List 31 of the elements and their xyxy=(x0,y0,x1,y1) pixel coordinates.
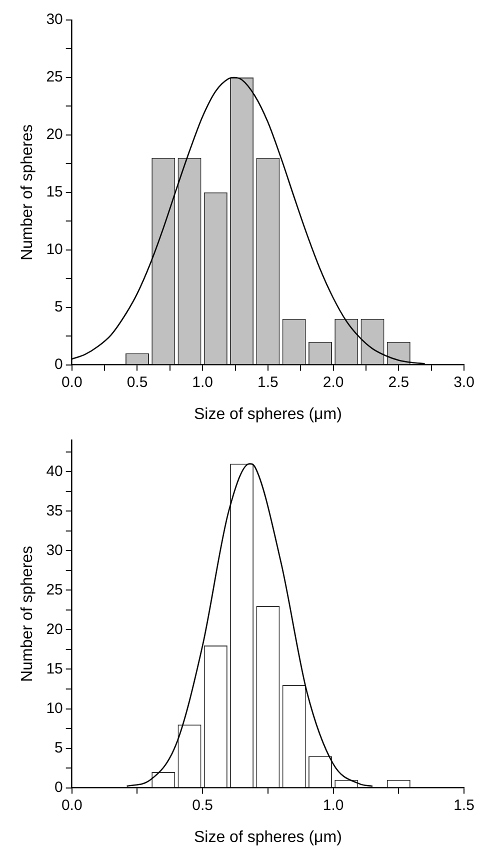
x-tick-label: 0.0 xyxy=(61,374,82,391)
y-tick-label: 30 xyxy=(46,542,63,559)
y-tick-label: 0 xyxy=(54,778,63,796)
y-tick-label: 10 xyxy=(46,241,63,258)
y-tick-label: 15 xyxy=(46,184,63,201)
y-axis-title: Number of spheres xyxy=(19,124,36,260)
x-tick-label: 0.5 xyxy=(192,796,214,814)
x-tick-label: 1.0 xyxy=(322,796,344,814)
x-tick-label: 1.5 xyxy=(258,374,278,391)
x-tick-label: 3.0 xyxy=(454,374,474,391)
y-tick-label: 5 xyxy=(54,739,63,756)
y-tick-label: 25 xyxy=(46,68,63,86)
y-tick-label: 25 xyxy=(46,581,63,598)
y-tick-label: 15 xyxy=(46,660,63,678)
x-tick-label: 1.5 xyxy=(454,796,474,814)
x-tick-label: 2.5 xyxy=(388,374,410,391)
y-tick-label: 5 xyxy=(54,298,63,316)
x-tick-label: 1.0 xyxy=(192,374,214,391)
y-tick-label: 40 xyxy=(46,462,63,480)
y-tick-label: 30 xyxy=(46,11,63,28)
y-axis-title: Number of spheres xyxy=(19,546,36,682)
x-tick-label: 0.0 xyxy=(61,796,82,814)
x-tick-label: 0.5 xyxy=(126,374,148,391)
y-tick-label: 10 xyxy=(46,700,63,717)
x-tick-label: 2.0 xyxy=(322,374,344,391)
y-tick-label: 20 xyxy=(46,620,63,638)
y-tick-label: 35 xyxy=(46,502,63,520)
x-axis-title: Size of spheres (μm) xyxy=(194,406,342,423)
x-axis-title: Size of spheres (μm) xyxy=(194,828,342,846)
y-tick-label: 20 xyxy=(46,126,63,144)
y-tick-label: 0 xyxy=(54,356,63,373)
